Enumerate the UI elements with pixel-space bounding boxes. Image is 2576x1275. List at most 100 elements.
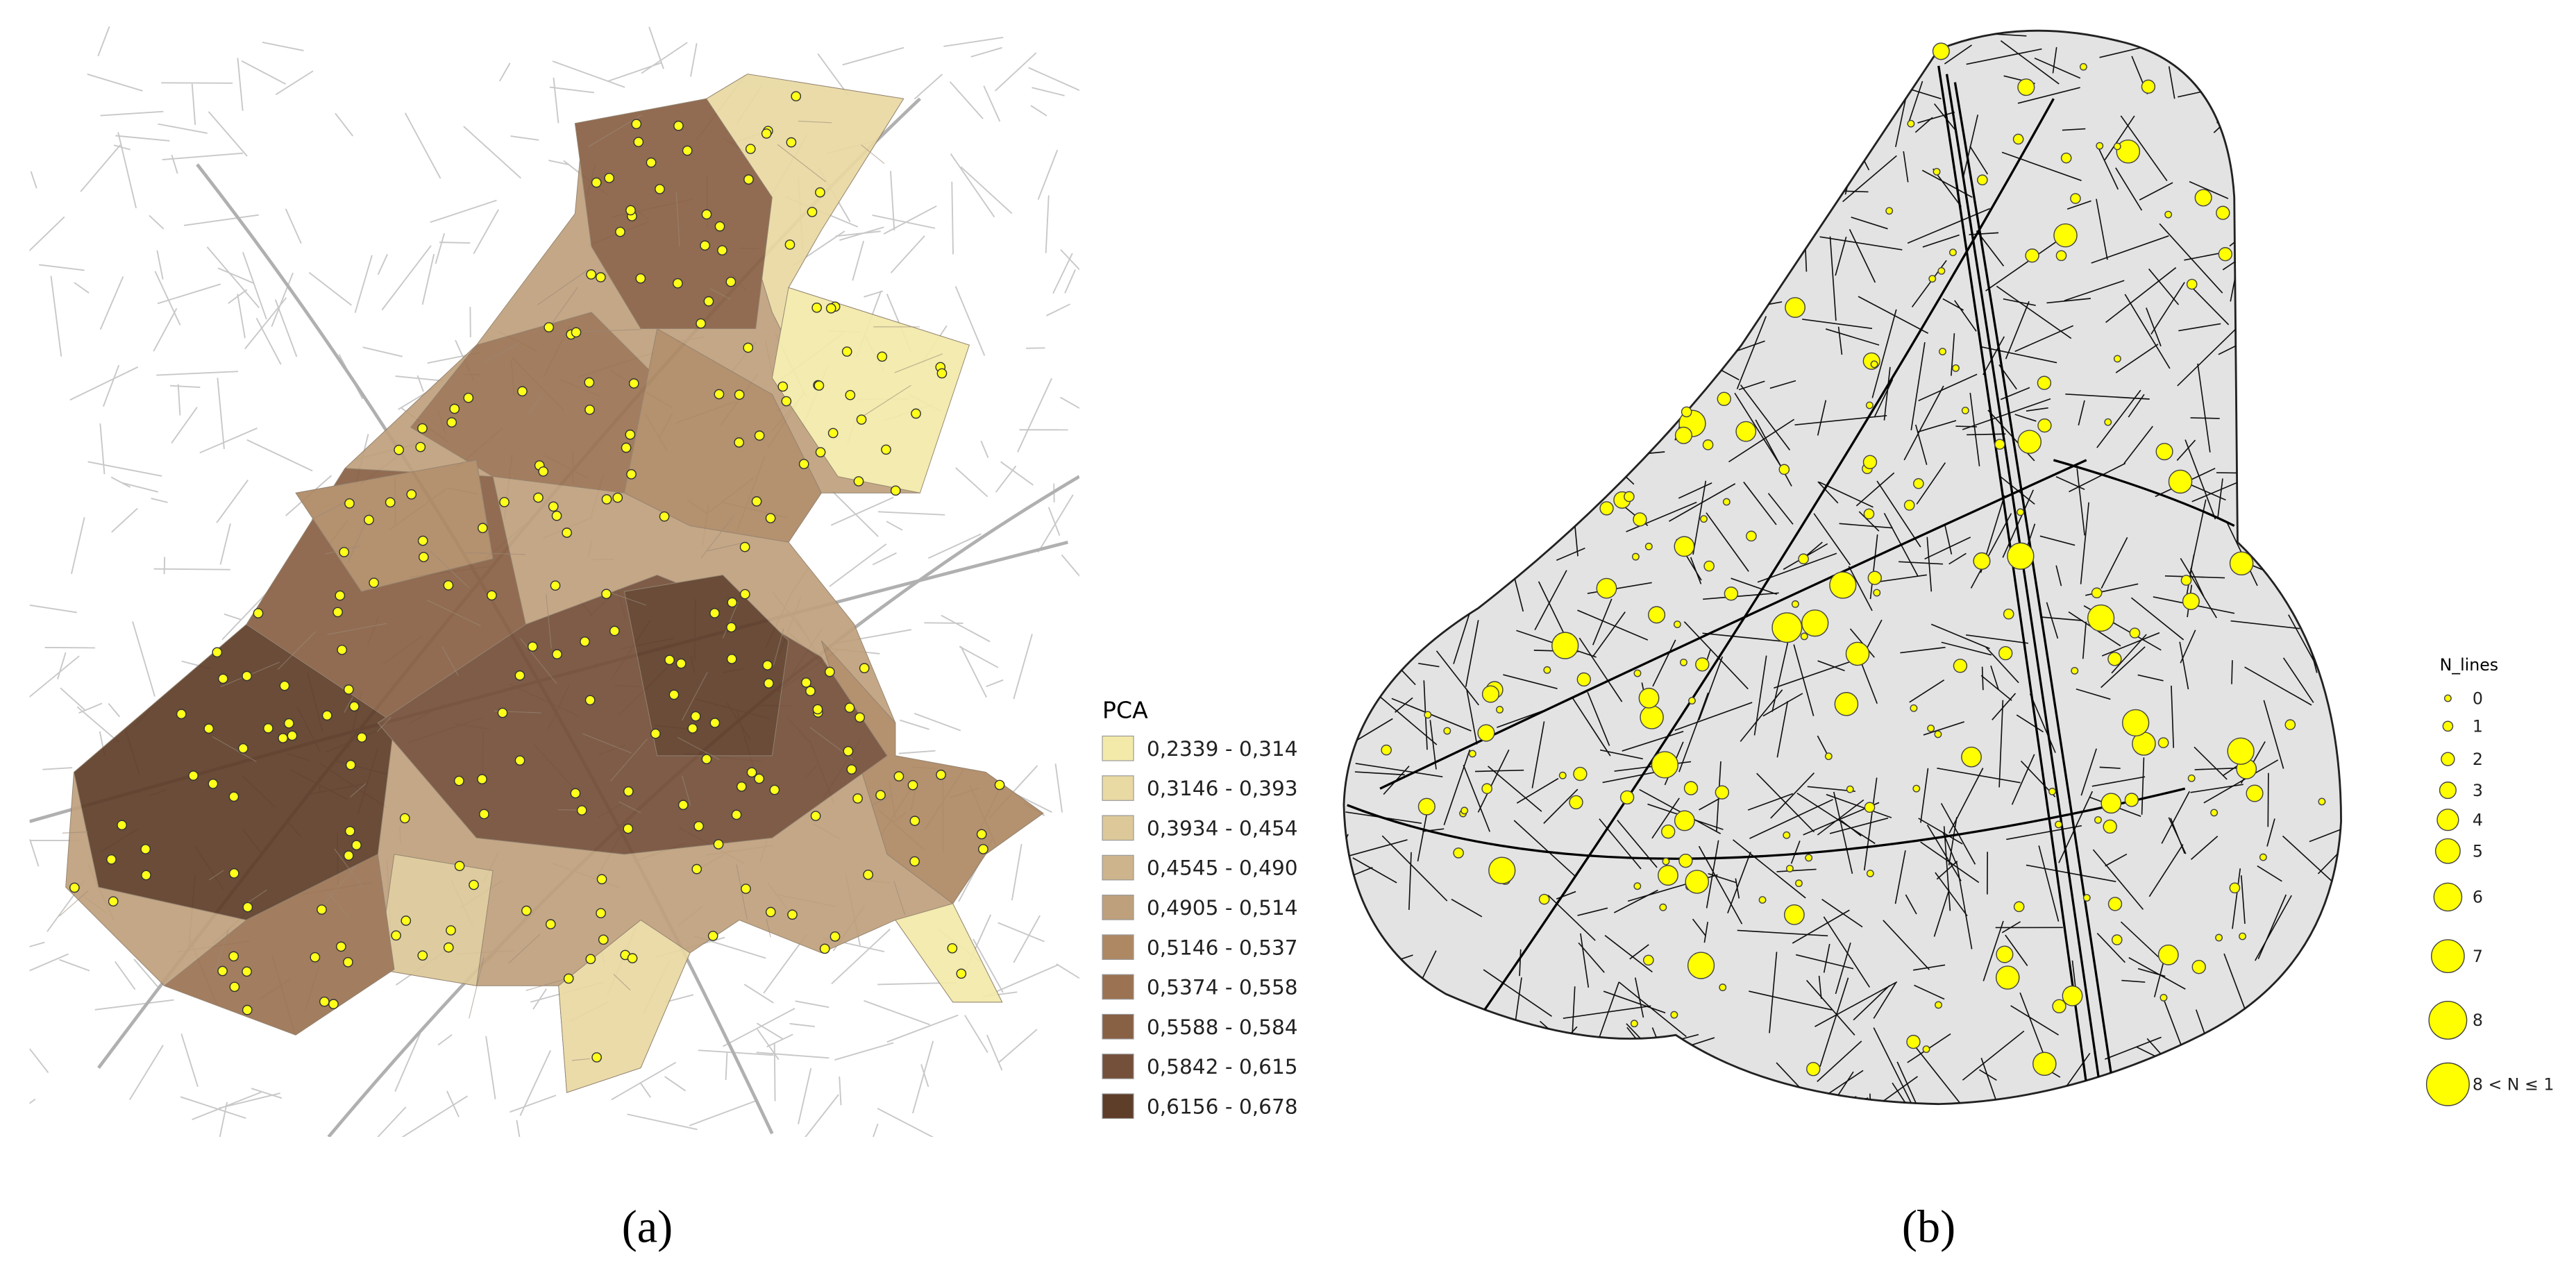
road [1903, 385, 1944, 461]
stop [1688, 697, 1696, 704]
road [1742, 100, 1751, 191]
stop [1619, 790, 1635, 805]
road [1966, 48, 2042, 65]
road [1613, 889, 1658, 913]
stop [1865, 401, 1874, 409]
stop [1873, 589, 1881, 597]
stop [893, 771, 904, 782]
road [1918, 373, 1978, 402]
stop [1932, 42, 1950, 60]
road [2177, 320, 2245, 387]
road [2055, 475, 2085, 491]
stop [2052, 999, 2066, 1013]
stop [1573, 766, 1588, 782]
road [1543, 788, 1579, 824]
road [1823, 943, 1830, 973]
stop [242, 670, 252, 682]
stop [2017, 430, 2042, 454]
road [2104, 115, 2135, 160]
road [1776, 868, 1817, 872]
legend-a: PCA 0,2339 - 0,314 0,3146 - 0,393 0,3934 -… [1102, 696, 1298, 1120]
road [1851, 217, 1888, 230]
road [1556, 357, 1599, 360]
road [1754, 64, 1757, 126]
road [2141, 757, 2145, 815]
stop [2191, 960, 2206, 974]
road [2120, 921, 2164, 963]
stop [1651, 751, 1679, 779]
road [1734, 392, 1785, 472]
road [2123, 425, 2153, 464]
road [1617, 820, 1658, 868]
road [1948, 552, 1967, 565]
road [1851, 1076, 1918, 1104]
road [1395, 1007, 1419, 1035]
road [889, 171, 895, 231]
road [162, 152, 244, 161]
stop [745, 144, 756, 154]
stop [909, 856, 920, 867]
stop [814, 380, 825, 391]
road [1669, 483, 1736, 522]
stop [830, 931, 841, 942]
road [883, 205, 937, 235]
road [1393, 475, 1436, 556]
road [1706, 840, 1719, 909]
road [756, 1052, 830, 1059]
road [618, 801, 641, 813]
road [2276, 196, 2335, 237]
road [1619, 96, 1674, 172]
stop [1599, 501, 1614, 516]
road [1706, 512, 1749, 572]
road [1794, 414, 1887, 426]
caption: (a) [622, 1201, 673, 1252]
road [1917, 111, 1955, 124]
road [1933, 889, 1950, 937]
stop [570, 788, 581, 799]
road [2229, 211, 2274, 247]
stop [701, 209, 712, 220]
road [2178, 323, 2221, 332]
road [2303, 426, 2308, 458]
stop [1468, 750, 1476, 758]
road [2189, 180, 2229, 199]
stop [2182, 592, 2200, 610]
legend-swatch [1102, 1093, 1134, 1120]
legend-symbol [2433, 882, 2463, 912]
stops [69, 91, 1005, 1063]
road [1793, 644, 1815, 716]
road [777, 144, 826, 183]
stop [633, 137, 644, 147]
road [829, 543, 887, 587]
road [1059, 396, 1079, 409]
stop [263, 723, 273, 734]
stop [1912, 784, 1921, 793]
road [1373, 691, 1438, 745]
road [354, 255, 373, 313]
road [1740, 689, 1783, 742]
stop [2186, 278, 2198, 290]
stop [1783, 831, 1791, 839]
stop [2215, 934, 2223, 942]
stop [1460, 807, 1469, 815]
stop [1674, 810, 1695, 831]
road [1969, 146, 1989, 175]
stop [754, 773, 764, 784]
road [1586, 1097, 1620, 1104]
stop [2246, 784, 2264, 802]
stop [2037, 375, 2052, 390]
road [156, 250, 164, 280]
stop [279, 680, 290, 691]
stop [815, 447, 826, 457]
road [682, 672, 708, 721]
road [485, 1036, 496, 1099]
road [1941, 641, 1992, 656]
stop [700, 240, 710, 251]
district [163, 854, 395, 1036]
stop [890, 485, 901, 496]
stop [544, 322, 555, 332]
road [864, 999, 930, 1026]
road [2006, 825, 2082, 841]
road [639, 1082, 651, 1098]
stop [391, 930, 401, 941]
